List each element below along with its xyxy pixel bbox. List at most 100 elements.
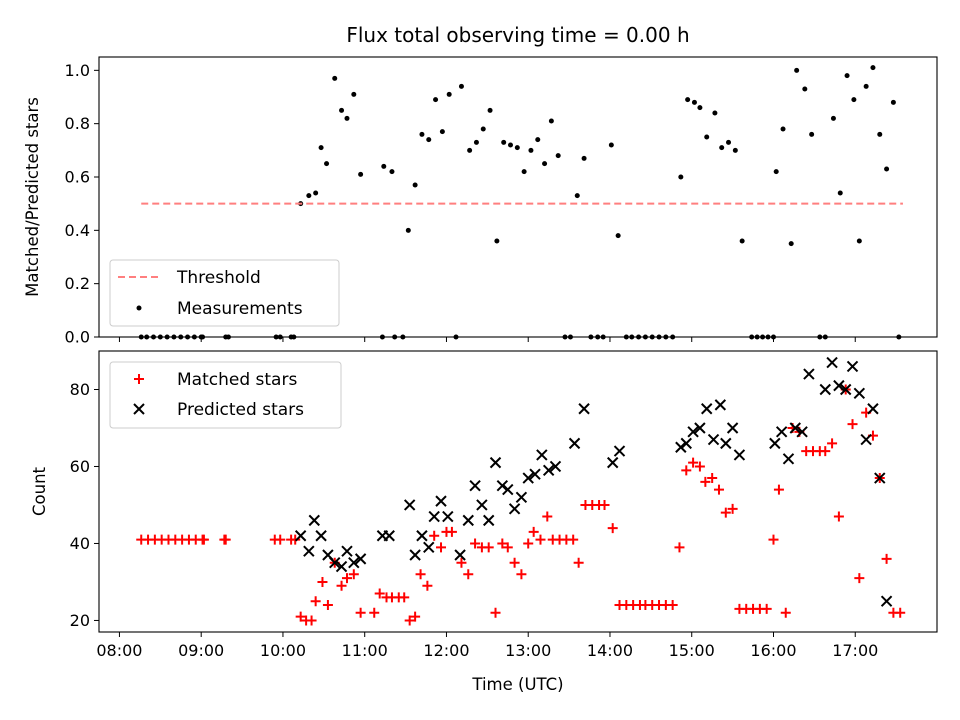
x-tick-label: 12:00 xyxy=(423,641,469,660)
y-tick-label: 80 xyxy=(70,380,90,399)
predicted-star-point xyxy=(403,499,416,511)
predicted-star-point xyxy=(462,514,474,527)
predicted-star-point xyxy=(782,453,795,465)
predicted-star-point xyxy=(529,468,541,480)
measurement-point xyxy=(521,169,527,175)
predicted-star-point xyxy=(335,560,348,573)
measurement-point xyxy=(685,97,691,103)
predicted-star-point xyxy=(315,530,327,542)
measurement-point xyxy=(473,139,479,145)
predicted-star-point xyxy=(726,422,739,434)
matched-star-point xyxy=(490,607,501,618)
matched-star-point xyxy=(542,511,553,522)
x-axis-label: Time (UTC) xyxy=(471,675,563,694)
measurement-point xyxy=(405,227,411,233)
measurements-series xyxy=(138,65,902,340)
x-tick-label: 15:00 xyxy=(669,641,715,660)
predicted-star-point xyxy=(853,387,866,400)
measurement-point xyxy=(802,86,808,92)
predicted-star-point xyxy=(348,557,360,569)
measurement-point xyxy=(535,137,541,143)
measurement-point xyxy=(719,145,725,151)
matched-star-point xyxy=(881,553,892,564)
predicted-star-point xyxy=(874,472,886,484)
matched-star-point xyxy=(404,615,415,626)
predicted-star-point xyxy=(522,472,534,484)
predicted-star-point xyxy=(675,441,687,453)
predicted-star-point xyxy=(733,449,746,461)
matched-star-point xyxy=(827,438,838,449)
matched-star-point xyxy=(854,573,865,584)
matched-star-point xyxy=(374,588,385,599)
matched-star-point xyxy=(768,534,779,545)
predicted-star-point xyxy=(680,437,692,450)
measurement-point xyxy=(739,238,745,244)
measurement-point xyxy=(704,134,710,140)
matched-star-point xyxy=(429,530,440,541)
top-y-axis-label: Matched/Predicted stars xyxy=(23,97,42,297)
measurement-point xyxy=(508,142,514,148)
y-tick-label: 0.8 xyxy=(65,114,90,133)
measurement-point xyxy=(548,118,554,124)
predicted-star-point xyxy=(469,480,481,492)
measurement-point xyxy=(339,107,345,113)
matched-star-point xyxy=(700,476,711,487)
predicted-star-point xyxy=(819,383,831,396)
matched-star-point xyxy=(317,576,328,587)
x-tick-label: 16:00 xyxy=(750,641,796,660)
measurement-point xyxy=(856,238,862,244)
predicted-star-point xyxy=(833,379,845,392)
measurement-point xyxy=(870,65,876,71)
matched-star-point xyxy=(895,607,906,618)
top-plot-frame xyxy=(98,56,938,338)
measurement-point xyxy=(332,75,338,81)
x-tick-label: 13:00 xyxy=(505,641,551,660)
matched-star-point xyxy=(773,484,784,495)
predicted-star-point xyxy=(482,514,495,527)
x-tick-label: 10:00 xyxy=(260,641,306,660)
measurement-point xyxy=(780,126,786,132)
matched-star-point xyxy=(509,557,520,568)
y-tick-label: 0.4 xyxy=(65,221,90,240)
predicted-star-point xyxy=(423,541,435,554)
predicted-star-point xyxy=(568,437,581,450)
predicted-star-point xyxy=(687,426,699,438)
y-tick-label: 0.6 xyxy=(65,168,90,187)
predicted-star-point xyxy=(803,368,815,380)
matched-star-point xyxy=(694,461,705,472)
measurement-point xyxy=(851,97,857,103)
legend-threshold-label: Threshold xyxy=(176,268,261,288)
x-tick-label: 08:00 xyxy=(96,641,142,660)
predicted-star-point xyxy=(502,483,514,496)
predicted-star-point xyxy=(714,399,727,411)
predicted-star-point xyxy=(409,549,421,561)
legend-measurements-label: Measurements xyxy=(177,299,303,319)
legend-predicted-swatch xyxy=(133,403,145,415)
matched-star-point xyxy=(667,600,678,611)
matched-star-point xyxy=(275,534,286,545)
matched-star-point xyxy=(198,534,209,545)
predicted-star-point xyxy=(536,449,548,461)
measurement-point xyxy=(877,131,883,137)
y-tick-label: 40 xyxy=(70,534,90,553)
predicted-star-point xyxy=(341,545,353,557)
matched-star-point xyxy=(341,573,352,584)
predicted-star-point xyxy=(508,503,521,515)
predicted-star-point xyxy=(428,510,440,523)
legend-measurements-swatch xyxy=(136,305,142,311)
x-tick-label: 11:00 xyxy=(342,641,388,660)
measurement-point xyxy=(501,139,507,145)
measurement-point xyxy=(542,161,548,167)
matched-star-point xyxy=(295,611,306,622)
measurement-point xyxy=(389,169,395,175)
matched-star-point xyxy=(422,580,433,591)
predicted-stars-series xyxy=(294,356,893,607)
y-tick-label: 0.0 xyxy=(65,328,90,347)
matched-star-point xyxy=(535,534,546,545)
predicted-star-point xyxy=(294,530,307,542)
matched-star-point xyxy=(516,569,527,580)
measurement-point xyxy=(494,238,500,244)
predicted-star-point xyxy=(701,403,713,415)
matched-star-point xyxy=(847,419,858,430)
